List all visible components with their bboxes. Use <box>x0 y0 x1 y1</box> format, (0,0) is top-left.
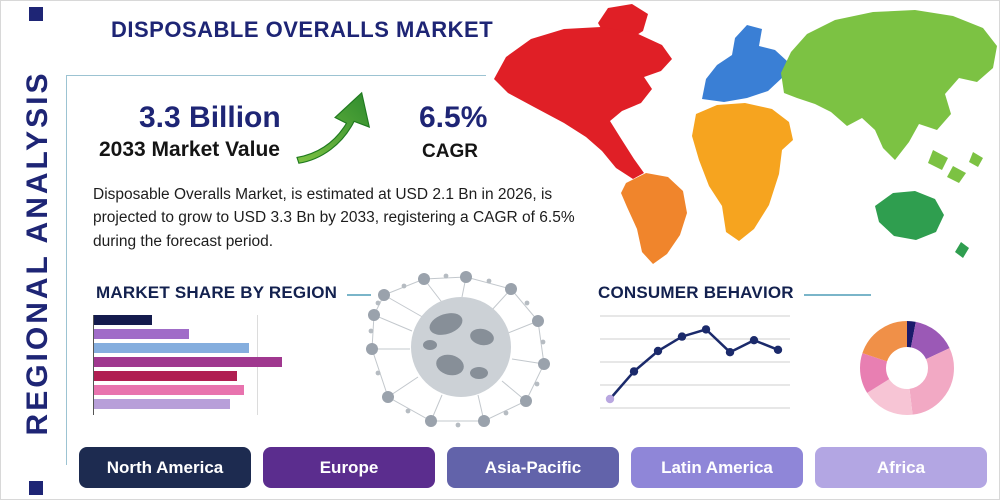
region-pill-europe[interactable]: Europe <box>263 447 435 488</box>
bar-chart <box>93 315 298 415</box>
cagr-label: CAGR <box>422 141 478 162</box>
bar-5 <box>94 371 237 381</box>
corner-accent-top <box>29 7 43 21</box>
network-nodes <box>366 271 550 427</box>
donut-slice-5 <box>860 321 954 415</box>
region-pill-north-america[interactable]: North America <box>79 447 251 488</box>
consumer-behavior-heading: CONSUMER BEHAVIOR <box>598 283 794 302</box>
consumer-behavior-rule <box>803 293 871 296</box>
map-asia <box>781 10 997 160</box>
world-map <box>494 4 997 264</box>
stats-box-top-border <box>66 75 486 76</box>
map-island-2 <box>947 166 966 183</box>
side-label: REGIONAL ANALYSIS <box>21 70 54 436</box>
donut-slice-4 <box>860 321 954 415</box>
region-pill-africa[interactable]: Africa <box>815 447 987 488</box>
network-dots <box>368 273 546 428</box>
region-pill-latin-america[interactable]: Latin America <box>631 447 803 488</box>
data-point-6 <box>725 348 735 357</box>
map-australia <box>875 191 944 240</box>
data-point-8 <box>773 345 783 354</box>
map-island-3 <box>969 152 983 167</box>
market-value-number: 3.3 Billion <box>139 101 281 134</box>
donut-chart-svg <box>860 321 954 415</box>
market-share-heading-row: MARKET SHARE BY REGION <box>96 283 371 303</box>
data-point-1 <box>605 394 615 404</box>
line-chart-svg <box>600 315 790 409</box>
market-share-heading: MARKET SHARE BY REGION <box>96 283 338 302</box>
stats-box-left-border <box>66 75 67 465</box>
bar-6 <box>94 385 244 395</box>
bar-7 <box>94 399 230 409</box>
consumer-behavior-line <box>609 327 779 400</box>
data-point-4 <box>677 332 687 341</box>
globe-landmasses <box>423 313 494 379</box>
map-south-america <box>621 173 687 264</box>
page-title: DISPOSABLE OVERALLS MARKET <box>111 17 494 42</box>
bar-4 <box>94 357 282 367</box>
corner-accent-bottom <box>29 481 43 495</box>
market-description: Disposable Overalls Market, is estimated… <box>93 186 575 250</box>
bar-2 <box>94 329 189 339</box>
region-pills: North America Europe Asia-Pacific Latin Ame… <box>79 447 987 488</box>
data-point-3 <box>653 346 663 356</box>
map-africa <box>692 103 793 241</box>
map-europe <box>702 25 787 102</box>
map-new-zealand <box>955 242 969 258</box>
donut-slice-3 <box>860 321 954 415</box>
cagr-number: 6.5% <box>419 101 488 134</box>
data-point-7 <box>749 336 759 345</box>
map-island-1 <box>928 150 948 170</box>
donut-slice-6 <box>860 321 954 415</box>
bar-1 <box>94 315 152 325</box>
consumer-behavior-heading-row: CONSUMER BEHAVIOR <box>598 283 871 303</box>
market-value-label: 2033 Market Value <box>99 138 280 161</box>
globe-network-illustration <box>366 271 550 428</box>
bar-3 <box>94 343 249 353</box>
data-point-2 <box>629 367 639 376</box>
data-point-5 <box>701 325 711 334</box>
map-north-america <box>494 27 672 179</box>
region-pill-asia-pacific[interactable]: Asia-Pacific <box>447 447 619 488</box>
growth-arrow-icon <box>296 91 371 164</box>
market-share-rule <box>347 293 371 296</box>
